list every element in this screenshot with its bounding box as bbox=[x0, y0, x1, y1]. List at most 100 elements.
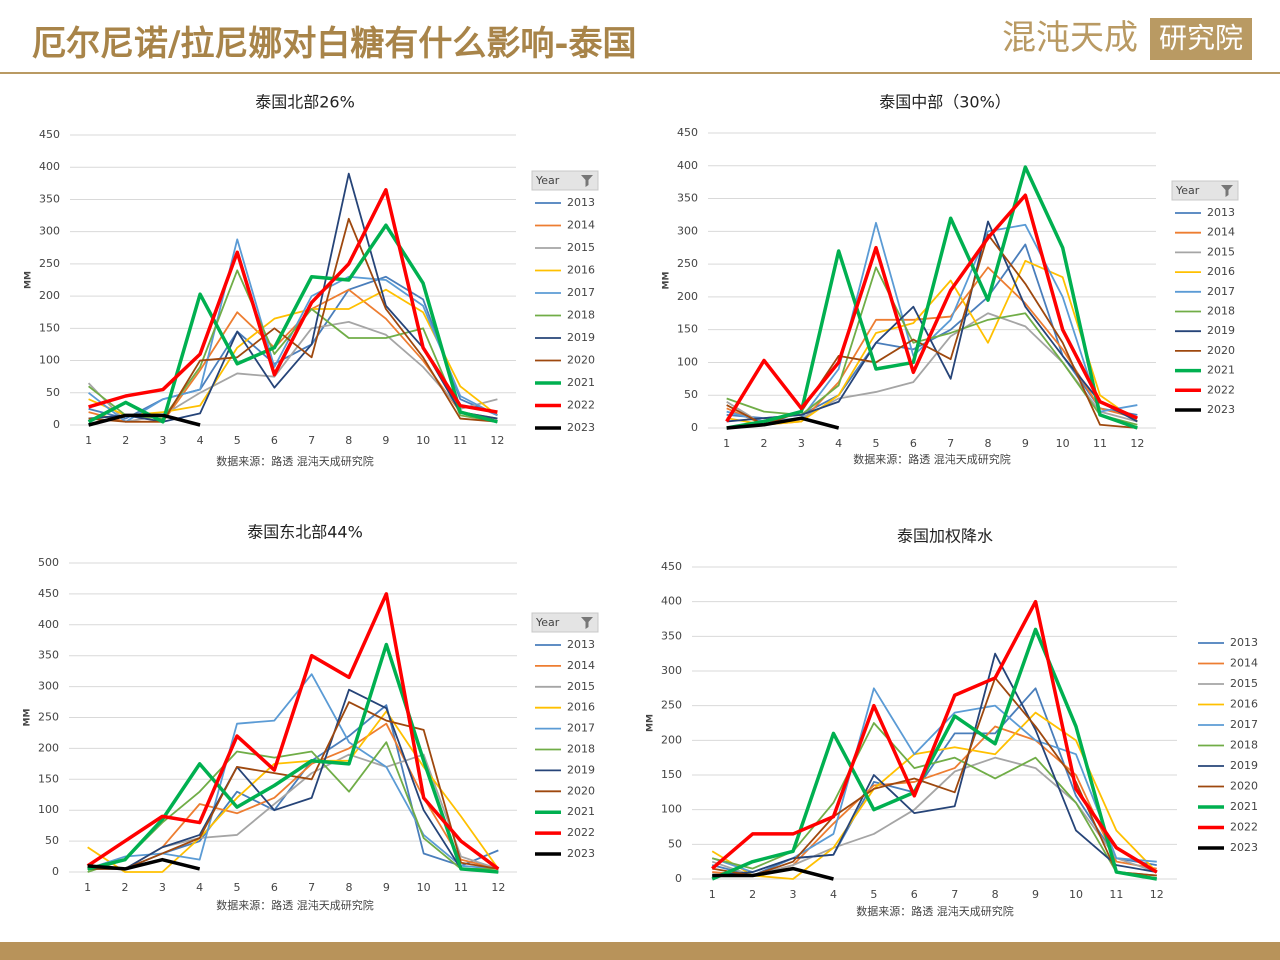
legend-label: 2019 bbox=[1230, 759, 1258, 772]
legend-label: 2018 bbox=[1230, 739, 1258, 752]
series-line bbox=[88, 413, 201, 427]
y-tick-label: 200 bbox=[39, 289, 60, 302]
series-line bbox=[712, 652, 1157, 877]
y-tick-label: 50 bbox=[668, 837, 682, 850]
y-tick-label: 0 bbox=[691, 421, 698, 434]
x-tick-label: 2 bbox=[122, 881, 129, 894]
slide-title: 厄尔尼诺/拉尼娜对白糖有什么影响-泰国 bbox=[32, 24, 637, 64]
source-note: 数据来源：路透 混沌天成研究院 bbox=[853, 452, 1011, 466]
y-axis-label: MM bbox=[662, 272, 672, 290]
y-tick-label: 350 bbox=[661, 629, 682, 642]
legend-label: 2018 bbox=[567, 309, 595, 322]
chart-title: 泰国中部（30%） bbox=[879, 93, 1011, 112]
legend-label: 2022 bbox=[1207, 383, 1235, 396]
x-tick-label: 11 bbox=[1093, 437, 1107, 450]
series-line bbox=[87, 223, 498, 424]
legend-label: 2023 bbox=[567, 421, 595, 434]
y-tick-label: 400 bbox=[661, 595, 682, 608]
x-tick-label: 9 bbox=[1022, 437, 1029, 450]
y-axis-label: MM bbox=[23, 709, 33, 727]
series-line bbox=[87, 642, 499, 874]
y-tick-label: 250 bbox=[39, 257, 60, 270]
legend-label: 2019 bbox=[567, 763, 595, 776]
legend-label: 2014 bbox=[1207, 226, 1235, 239]
x-tick-label: 4 bbox=[830, 888, 837, 901]
y-tick-label: 300 bbox=[39, 225, 60, 238]
legend-label: 2014 bbox=[567, 219, 595, 232]
legend-label: 2023 bbox=[567, 847, 595, 860]
x-tick-label: 5 bbox=[870, 888, 877, 901]
series-line bbox=[88, 269, 498, 423]
x-tick-label: 1 bbox=[85, 434, 92, 447]
y-tick-label: 300 bbox=[38, 680, 59, 693]
filter-icon bbox=[581, 175, 593, 187]
x-tick-label: 12 bbox=[1150, 888, 1164, 901]
x-tick-label: 2 bbox=[749, 888, 756, 901]
y-tick-label: 200 bbox=[38, 741, 59, 754]
y-tick-label: 100 bbox=[677, 355, 698, 368]
logo-badge-bg bbox=[1150, 18, 1252, 60]
legend-label: 2020 bbox=[1230, 780, 1258, 793]
y-tick-label: 250 bbox=[38, 711, 59, 724]
y-tick-label: 100 bbox=[38, 803, 59, 816]
filter-icon bbox=[1221, 185, 1233, 197]
legend-label: 2014 bbox=[1230, 657, 1258, 670]
legend-label: 2017 bbox=[567, 286, 595, 299]
chart-title: 泰国北部26% bbox=[255, 93, 355, 112]
series-line bbox=[726, 416, 840, 430]
y-tick-label: 450 bbox=[38, 587, 59, 600]
x-tick-label: 10 bbox=[1056, 437, 1070, 450]
legend-label: 2017 bbox=[567, 722, 595, 735]
x-tick-label: 11 bbox=[454, 881, 468, 894]
x-tick-label: 7 bbox=[308, 881, 315, 894]
source-note: 数据来源：路透 混沌天成研究院 bbox=[216, 454, 374, 468]
x-tick-label: 3 bbox=[159, 881, 166, 894]
series-line bbox=[726, 165, 1138, 430]
y-tick-label: 400 bbox=[39, 160, 60, 173]
legend-label: 2021 bbox=[1207, 364, 1235, 377]
legend-header-bg bbox=[1171, 180, 1239, 201]
filter-icon bbox=[581, 617, 593, 629]
y-tick-label: 50 bbox=[45, 834, 59, 847]
legend-label: 2022 bbox=[567, 826, 595, 839]
legend-label: 2023 bbox=[1207, 403, 1235, 416]
y-tick-label: 100 bbox=[39, 354, 60, 367]
legend-label: 2016 bbox=[1230, 698, 1258, 711]
footer-bar bbox=[0, 942, 1280, 960]
series-line bbox=[88, 275, 498, 420]
x-tick-label: 8 bbox=[346, 881, 353, 894]
y-tick-label: 450 bbox=[677, 126, 698, 139]
x-tick-label: 7 bbox=[947, 437, 954, 450]
x-tick-label: 4 bbox=[835, 437, 842, 450]
series-line bbox=[87, 673, 499, 870]
y-tick-label: 300 bbox=[677, 224, 698, 237]
x-tick-label: 6 bbox=[910, 437, 917, 450]
y-tick-label: 200 bbox=[661, 733, 682, 746]
y-tick-label: 0 bbox=[53, 418, 60, 431]
x-tick-label: 1 bbox=[709, 888, 716, 901]
legend-title: Year bbox=[535, 616, 560, 629]
x-tick-label: 12 bbox=[490, 434, 504, 447]
y-tick-label: 0 bbox=[675, 872, 682, 885]
series-line bbox=[88, 188, 498, 414]
logo-badge: 研究院 bbox=[1159, 22, 1243, 55]
legend-label: 2023 bbox=[1230, 841, 1258, 854]
y-tick-label: 350 bbox=[677, 192, 698, 205]
x-tick-label: 3 bbox=[790, 888, 797, 901]
series-line bbox=[711, 599, 1158, 874]
legend-label: 2018 bbox=[567, 743, 595, 756]
legend-label: 2015 bbox=[567, 241, 595, 254]
y-tick-label: 150 bbox=[38, 772, 59, 785]
legend-label: 2019 bbox=[1207, 324, 1235, 337]
y-tick-label: 250 bbox=[661, 699, 682, 712]
x-tick-label: 3 bbox=[798, 437, 805, 450]
x-tick-label: 5 bbox=[234, 434, 241, 447]
x-tick-label: 2 bbox=[122, 434, 129, 447]
legend-header-bg bbox=[531, 170, 599, 191]
x-tick-label: 8 bbox=[345, 434, 352, 447]
y-tick-label: 450 bbox=[39, 128, 60, 141]
x-tick-label: 7 bbox=[308, 434, 315, 447]
legend-label: 2016 bbox=[567, 701, 595, 714]
legend-label: 2015 bbox=[1207, 245, 1235, 258]
chart-title: 泰国东北部44% bbox=[247, 523, 363, 542]
